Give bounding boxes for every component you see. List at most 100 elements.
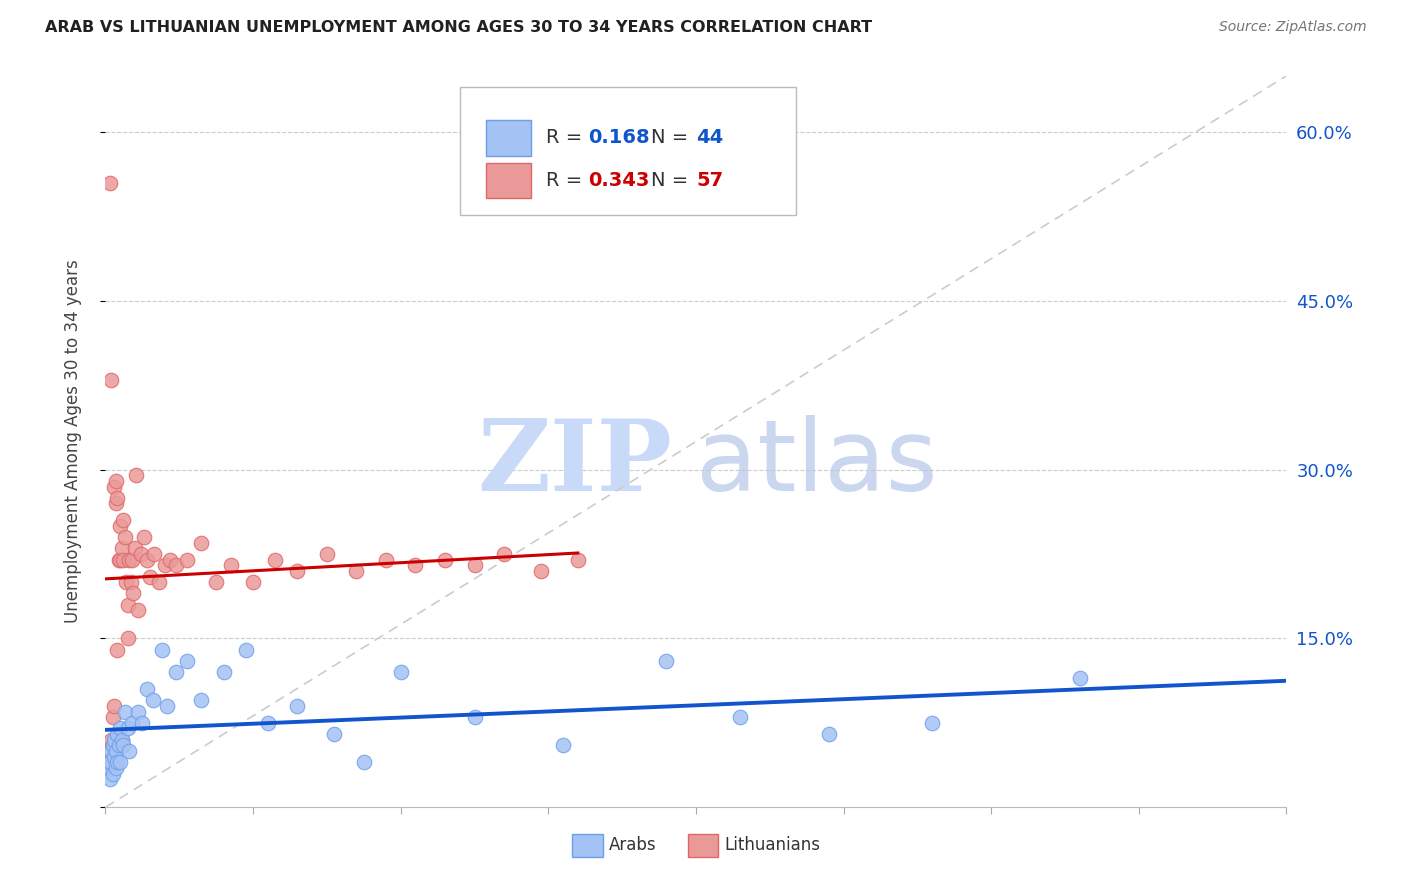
Point <box>156 698 179 713</box>
Point <box>98 744 121 758</box>
Point <box>730 710 752 724</box>
Point <box>101 739 124 753</box>
Point <box>100 373 122 387</box>
Point <box>148 575 170 590</box>
Text: 0.343: 0.343 <box>589 171 650 190</box>
Point <box>104 474 127 488</box>
Point <box>127 705 149 719</box>
Point <box>433 552 456 566</box>
Point <box>111 732 134 747</box>
Text: N =: N = <box>651 128 695 147</box>
Point <box>132 530 155 544</box>
Text: R =: R = <box>546 128 589 147</box>
Point <box>374 552 398 566</box>
Point <box>112 513 135 527</box>
Point <box>135 552 157 566</box>
Point <box>165 558 187 573</box>
Point <box>114 705 136 719</box>
Point <box>107 552 129 566</box>
FancyBboxPatch shape <box>485 163 530 198</box>
Point <box>110 722 132 736</box>
FancyBboxPatch shape <box>688 834 718 857</box>
Point <box>190 536 212 550</box>
Point <box>105 491 128 505</box>
Point <box>405 558 427 573</box>
Point <box>98 756 121 770</box>
Point <box>389 665 412 680</box>
Point <box>150 642 173 657</box>
Point <box>135 682 157 697</box>
Point <box>551 739 574 753</box>
Point <box>103 479 125 493</box>
Point <box>1069 671 1091 685</box>
Point <box>153 558 176 573</box>
Point <box>110 756 132 770</box>
Point <box>142 693 165 707</box>
Point <box>105 727 128 741</box>
Point <box>107 732 129 747</box>
Point <box>104 761 127 775</box>
FancyBboxPatch shape <box>485 120 530 155</box>
Point <box>138 569 162 583</box>
Point <box>111 541 134 556</box>
Text: Arabs: Arabs <box>609 837 657 855</box>
Point <box>110 552 132 566</box>
Point <box>176 654 198 668</box>
Point <box>464 558 486 573</box>
Text: ARAB VS LITHUANIAN UNEMPLOYMENT AMONG AGES 30 TO 34 YEARS CORRELATION CHART: ARAB VS LITHUANIAN UNEMPLOYMENT AMONG AG… <box>45 20 872 35</box>
Point <box>205 575 228 590</box>
Point <box>120 575 142 590</box>
Point <box>101 766 124 780</box>
Point <box>98 772 121 786</box>
Point <box>110 519 132 533</box>
Text: ZIP: ZIP <box>478 415 672 512</box>
Point <box>219 558 242 573</box>
Point <box>129 547 152 561</box>
Point <box>346 564 368 578</box>
Point <box>921 715 943 730</box>
Point <box>114 530 136 544</box>
Point <box>98 176 121 190</box>
Point <box>530 564 553 578</box>
Point <box>115 575 138 590</box>
Point <box>464 710 486 724</box>
FancyBboxPatch shape <box>460 87 796 215</box>
Point <box>105 756 128 770</box>
Point <box>122 586 145 600</box>
Point <box>190 693 212 707</box>
Point <box>105 642 128 657</box>
Point <box>103 749 125 764</box>
Text: atlas: atlas <box>696 415 938 512</box>
Text: R =: R = <box>546 171 589 190</box>
Point <box>818 727 841 741</box>
Point <box>100 732 122 747</box>
Point <box>103 732 125 747</box>
Point <box>100 744 122 758</box>
Point <box>117 632 139 646</box>
Point <box>127 603 149 617</box>
Point <box>103 698 125 713</box>
Point <box>117 722 139 736</box>
Point <box>121 552 143 566</box>
Point <box>131 715 153 730</box>
Point <box>287 564 309 578</box>
Point <box>121 715 143 730</box>
Point <box>165 665 187 680</box>
Point <box>315 547 337 561</box>
Point <box>118 744 141 758</box>
Text: 0.168: 0.168 <box>589 128 650 147</box>
Point <box>176 552 198 566</box>
Point <box>117 598 139 612</box>
Point <box>287 698 309 713</box>
Point <box>101 739 124 753</box>
Point <box>655 654 678 668</box>
Point <box>97 756 120 770</box>
Y-axis label: Unemployment Among Ages 30 to 34 years: Unemployment Among Ages 30 to 34 years <box>63 260 82 624</box>
Point <box>567 552 589 566</box>
Text: Lithuanians: Lithuanians <box>724 837 820 855</box>
Point <box>264 552 287 566</box>
Point <box>118 552 141 566</box>
Text: 44: 44 <box>696 128 723 147</box>
Point <box>257 715 280 730</box>
Point <box>353 756 375 770</box>
